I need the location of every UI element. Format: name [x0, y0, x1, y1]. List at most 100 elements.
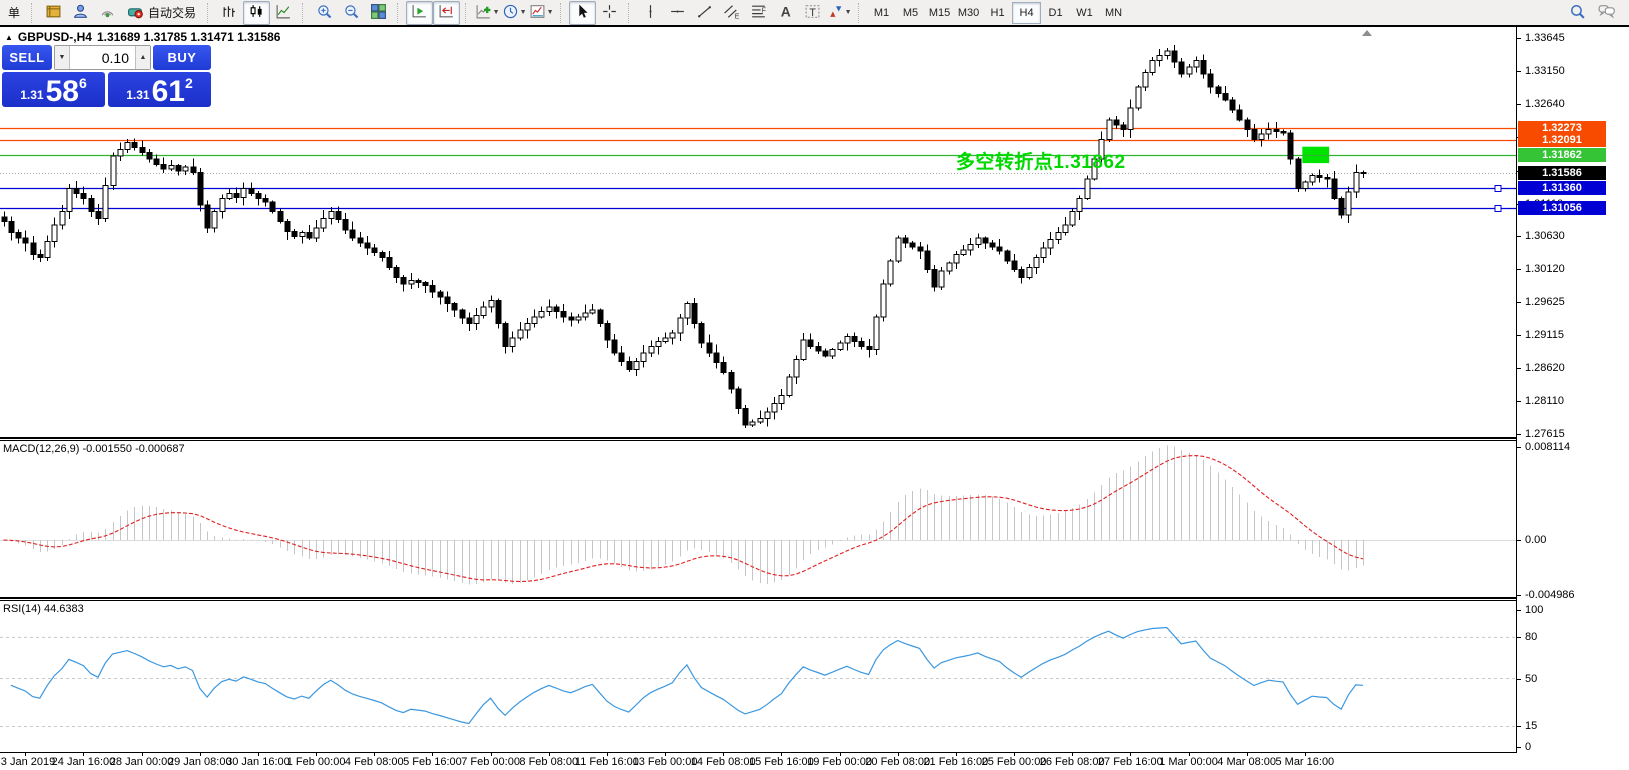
- zoom-in-icon: [316, 3, 333, 23]
- axis-tick: [1517, 401, 1521, 403]
- chart-title-ohlc: 1.31689 1.31785 1.31471 1.31586: [96, 30, 281, 44]
- fibonacci-button[interactable]: F: [745, 1, 772, 25]
- axis-tick: [1517, 104, 1521, 105]
- pane-separator[interactable]: [0, 597, 1516, 601]
- channel-button[interactable]: E: [718, 1, 745, 25]
- history-book-button[interactable]: [40, 1, 67, 25]
- zoom-in-button[interactable]: [311, 1, 338, 25]
- time-axis[interactable]: 3 Jan 2019 24 Jan 16:00 28 Jan 00:00 29 Jan…: [0, 753, 1516, 770]
- time-label: 20 Feb 08:00: [865, 756, 931, 768]
- timeframe-button-m30[interactable]: M30: [957, 6, 980, 19]
- line-price-label: 1.31360: [1518, 181, 1606, 196]
- bar-chart-icon: [221, 3, 238, 23]
- periods-button[interactable]: ▼: [501, 1, 528, 25]
- rsi-level-label: 15: [1525, 720, 1538, 733]
- volume-stepper[interactable]: ▼ 0.10 ▲: [54, 45, 151, 70]
- time-label: 5 Mar 16:00: [1275, 756, 1335, 768]
- volume-input[interactable]: 0.10: [101, 49, 129, 66]
- horizontal-line-button[interactable]: [664, 1, 691, 25]
- price-tick-label: 1.28620: [1525, 362, 1565, 374]
- auto-scroll-button[interactable]: [406, 0, 434, 25]
- line-chart-button[interactable]: [270, 1, 297, 25]
- timeframe-button-m5[interactable]: M5: [902, 6, 919, 19]
- chevron-down-icon[interactable]: ▼: [844, 9, 852, 16]
- profile-icon: [72, 3, 89, 23]
- profile-button[interactable]: [67, 1, 94, 25]
- sell-button[interactable]: SELL: [2, 45, 52, 70]
- timeframe-button-w1[interactable]: W1: [1076, 6, 1093, 19]
- crosshair-button[interactable]: [596, 1, 623, 25]
- text-label-button[interactable]: T: [799, 1, 826, 25]
- bar-chart-button[interactable]: [216, 1, 243, 25]
- time-label: 21 Feb 16:00: [923, 756, 989, 768]
- scroll-position-marker: [1362, 30, 1372, 36]
- buy-price[interactable]: 1.31 61 2: [108, 72, 211, 107]
- text-button[interactable]: A: [772, 1, 799, 25]
- axis-tick: [1517, 269, 1521, 271]
- svg-text:T: T: [809, 6, 816, 18]
- trendline-button[interactable]: [691, 1, 718, 25]
- signal-button[interactable]: [94, 1, 121, 25]
- time-label: 5 Feb 16:00: [403, 756, 462, 768]
- line-drag-handle[interactable]: [1494, 185, 1502, 192]
- text-icon: A: [777, 3, 794, 23]
- time-tick: [257, 753, 259, 756]
- chevron-down-icon[interactable]: ▼: [519, 9, 527, 16]
- macd-scale-label: -0.004986: [1525, 589, 1575, 601]
- pivot-annotation-text[interactable]: 多空转折点1.31862: [956, 150, 1126, 173]
- price-axis[interactable]: 1.336451.331501.326401.321301.316201.311…: [1517, 27, 1629, 770]
- zoom-out-button[interactable]: [338, 1, 365, 25]
- chat-icon[interactable]: [1598, 3, 1615, 23]
- chevron-down-icon[interactable]: ▼: [546, 9, 554, 16]
- time-label: 28 Jan 00:00: [109, 756, 174, 768]
- pane-separator[interactable]: [0, 437, 1516, 441]
- arrows-icon: [827, 3, 844, 23]
- arrows-button[interactable]: ▼: [826, 1, 853, 25]
- timeframe-button-h1[interactable]: H1: [990, 6, 1005, 19]
- new-order-button[interactable]: 单: [8, 6, 21, 20]
- time-tick: [723, 753, 725, 756]
- volume-decrease-icon[interactable]: ▼: [55, 46, 70, 69]
- periods-icon: [502, 3, 519, 23]
- channel-icon: E: [723, 3, 740, 23]
- toolbar-separator: [302, 2, 307, 23]
- timeframe-button-m15[interactable]: M15: [928, 6, 951, 19]
- timeframe-button-d1[interactable]: D1: [1048, 6, 1063, 19]
- buy-button[interactable]: BUY: [153, 45, 211, 70]
- autotrading-button[interactable]: 自动交易: [121, 1, 202, 25]
- vertical-line-button[interactable]: [637, 1, 664, 25]
- timeframe-button-m1[interactable]: M1: [873, 6, 890, 19]
- time-label: 30 Jan 16:00: [226, 756, 290, 768]
- time-tick: [1188, 753, 1190, 756]
- rsi-level-label: 80: [1525, 631, 1538, 644]
- svg-text:E: E: [735, 13, 740, 20]
- toolbar-separator: [560, 2, 565, 23]
- axis-tick: [1517, 447, 1521, 448]
- candlestick-chart[interactable]: 多空转折点1.31862: [0, 28, 1516, 438]
- timeframe-button-h4[interactable]: H4: [1012, 1, 1042, 24]
- chevron-down-icon[interactable]: ▼: [492, 9, 500, 16]
- search-icon[interactable]: [1569, 3, 1586, 23]
- time-label: 7 Feb 00:00: [461, 756, 520, 768]
- time-tick: [25, 753, 27, 756]
- chart-shift-button[interactable]: [433, 0, 461, 25]
- sell-price[interactable]: 1.31 58 6: [2, 72, 105, 107]
- candles[interactable]: [1, 45, 1367, 429]
- rsi-pane[interactable]: [0, 601, 1516, 752]
- buy-price-sup: 2: [184, 75, 193, 91]
- templates-button[interactable]: ▼: [528, 1, 555, 25]
- axis-tick: [1517, 434, 1521, 435]
- candlestick-chart-button[interactable]: [243, 0, 271, 25]
- line-price-label: 1.32273: [1518, 121, 1606, 136]
- line-drag-handle[interactable]: [1494, 205, 1502, 212]
- timeframe-button-mn[interactable]: MN: [1104, 6, 1123, 19]
- axis-tick: [1517, 38, 1521, 39]
- cursor-button[interactable]: [569, 0, 597, 25]
- macd-pane[interactable]: [0, 441, 1516, 598]
- indicators-button[interactable]: ▼: [474, 1, 501, 25]
- toolbar-separator: [31, 2, 36, 23]
- one-click-trading-panel: SELL ▼ 0.10 ▲ BUY 1.31 58 6 1.31 61 2: [2, 45, 211, 107]
- volume-increase-icon[interactable]: ▲: [135, 46, 150, 69]
- tile-windows-button[interactable]: [365, 1, 392, 25]
